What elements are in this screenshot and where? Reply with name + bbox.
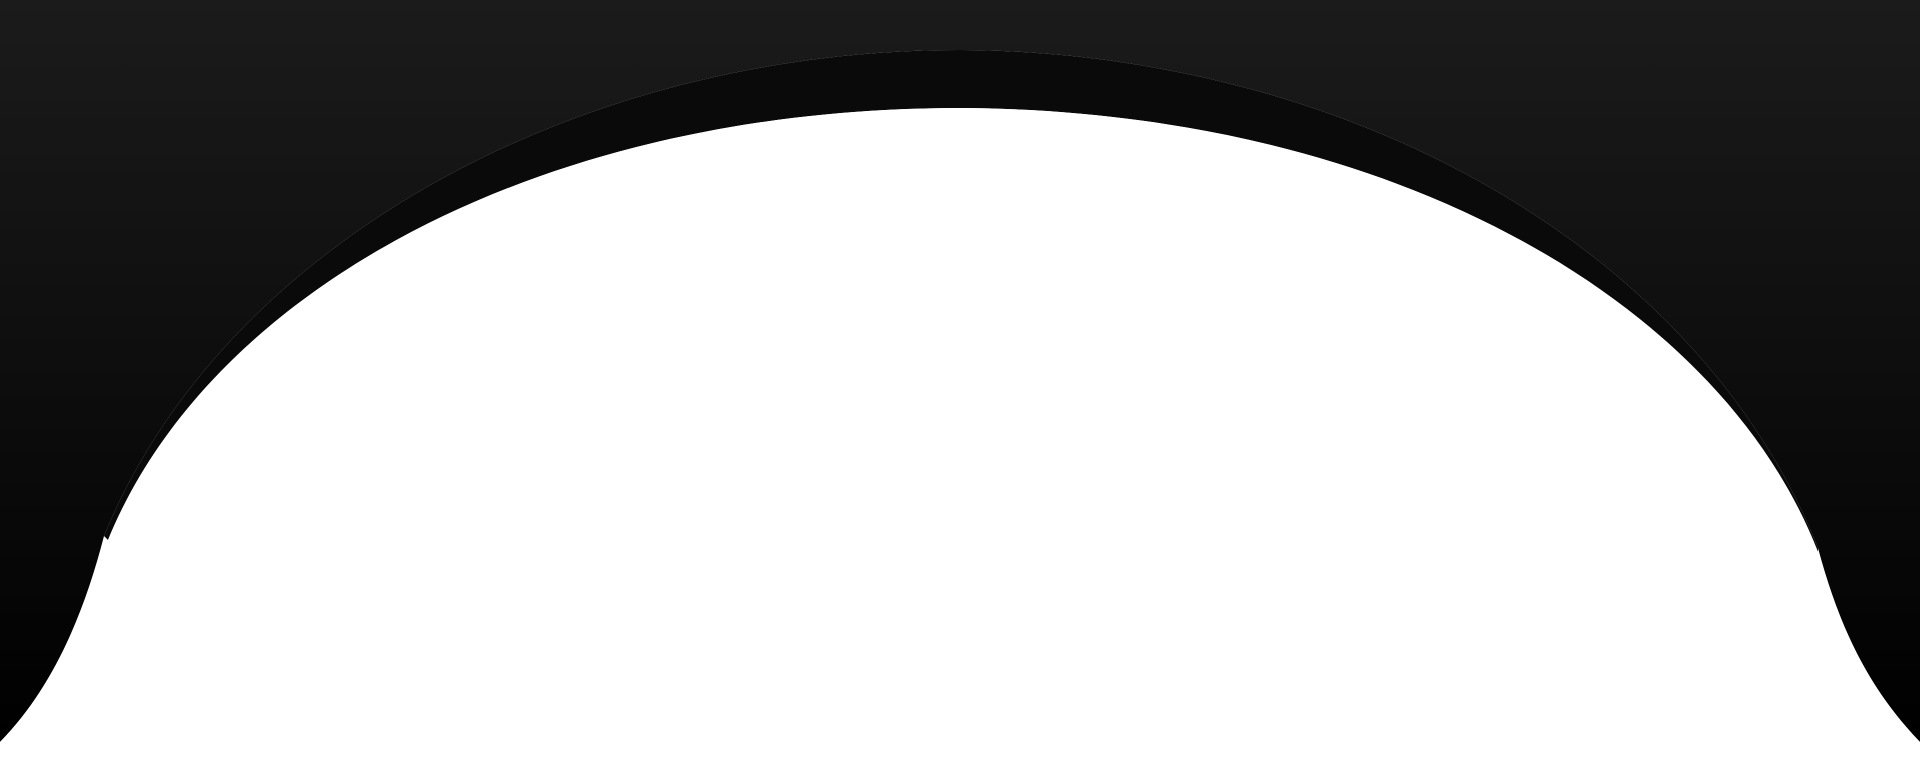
inner-rim-shape: [104, 50, 1818, 552]
dark-frame-shape: [0, 0, 1920, 742]
white-opening-shape: [0, 108, 1920, 774]
